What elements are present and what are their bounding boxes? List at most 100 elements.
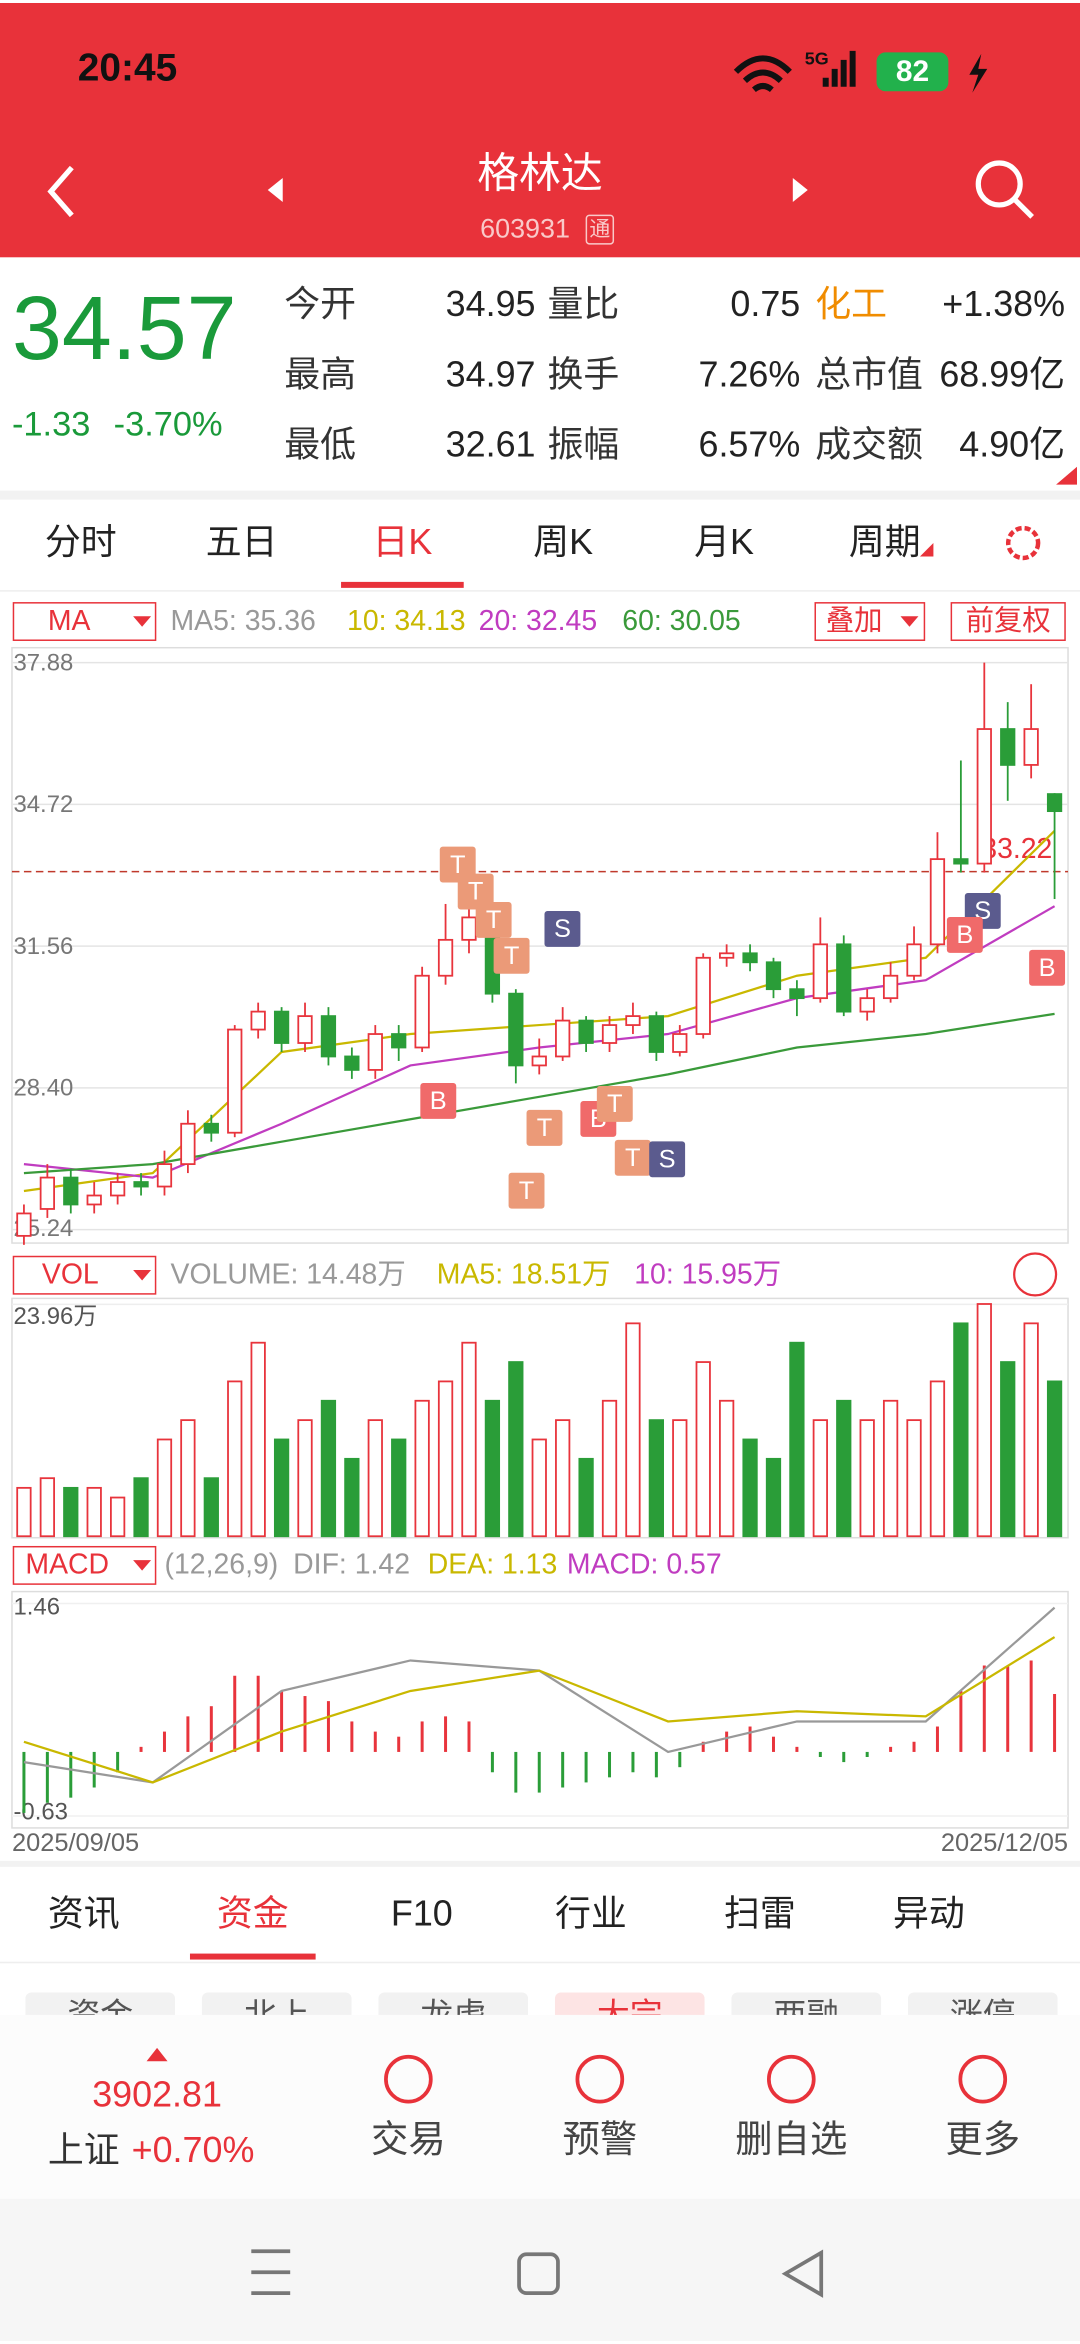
chip-label: 大宗 — [597, 1997, 663, 2034]
action-icon[interactable] — [766, 2054, 816, 2104]
candle-body — [16, 1212, 32, 1237]
candle-body — [1000, 728, 1016, 766]
expand-icon[interactable] — [1013, 1252, 1058, 1297]
dea: DEA: 1.13 — [428, 1549, 557, 1581]
action-icon[interactable] — [575, 2054, 625, 2104]
nav-home[interactable] — [517, 2252, 560, 2296]
signal: B — [956, 921, 973, 949]
candle-body — [344, 1055, 360, 1071]
volume-bar — [742, 1438, 758, 1538]
reference-label: 33.22 — [981, 833, 1052, 865]
prev-stock[interactable] — [267, 178, 283, 202]
bottom-tab[interactable]: 扫雷 — [724, 1894, 796, 1934]
action-label[interactable]: 交易 — [371, 2118, 446, 2160]
period-tabs: 分时 五日 日K 周K 月K 周期 — [45, 522, 934, 588]
candle-body — [203, 1122, 219, 1134]
volume-bar — [601, 1399, 618, 1538]
stat-label: 今开 — [284, 284, 356, 324]
macd-select[interactable] — [12, 1545, 157, 1585]
candle-body — [109, 1181, 126, 1197]
bottom-tab[interactable]: F10 — [391, 1894, 453, 1934]
volume-bar — [625, 1322, 641, 1538]
overlay-button[interactable] — [814, 602, 926, 641]
bottom-tab[interactable]: 异动 — [893, 1894, 965, 1934]
bottom-tab[interactable]: 行业 — [555, 1894, 627, 1934]
tab[interactable]: 五日 — [206, 522, 278, 562]
chip — [25, 1992, 176, 2017]
search-icon[interactable] — [975, 160, 1023, 208]
signal-box — [508, 1172, 545, 1209]
dropdown — [133, 616, 152, 627]
volume-bar — [39, 1477, 55, 1538]
index-value: 3902.81 — [92, 2075, 222, 2115]
signal: S — [659, 1146, 676, 1174]
dropdown — [900, 616, 919, 627]
signal-box — [649, 1141, 686, 1178]
macd-frame — [11, 1590, 1069, 1829]
candle-body — [367, 1033, 383, 1071]
tab[interactable]: 月K — [694, 522, 754, 562]
stat-label: 最低 — [284, 425, 356, 465]
chip — [731, 1992, 882, 2017]
stat-value: 4.90亿 — [959, 425, 1065, 465]
candle-body — [297, 1015, 313, 1044]
next-stock[interactable] — [792, 178, 808, 202]
action-icon[interactable] — [384, 2054, 433, 2104]
action-label[interactable]: 删自选 — [735, 2118, 847, 2160]
volume-bar — [578, 1457, 594, 1538]
candle-body — [812, 943, 828, 1000]
macd-params: (12,26,9) — [165, 1549, 279, 1581]
candle-body — [625, 1015, 641, 1026]
change-pct: -3.70% — [114, 405, 223, 443]
ma-select[interactable] — [12, 602, 157, 641]
status-time: 20:45 — [78, 47, 177, 90]
volume-bar — [16, 1486, 32, 1538]
action-label[interactable]: 预警 — [562, 2118, 637, 2160]
action-icon[interactable] — [958, 2054, 1008, 2104]
candle-body — [391, 1033, 407, 1049]
signal: T — [486, 906, 502, 934]
volume: VOLUME: 14.48万 — [171, 1258, 406, 1290]
candle-body — [695, 956, 711, 1035]
tab[interactable]: 分时 — [45, 522, 117, 562]
macd-line — [23, 1636, 1056, 1784]
actions: 交易 预警 删自选 更多 — [371, 2054, 1020, 2160]
bottom-tab[interactable]: 资讯 — [48, 1894, 120, 1934]
volume-bar — [63, 1486, 79, 1538]
volume-bar — [133, 1477, 149, 1538]
action-label[interactable]: 更多 — [945, 2118, 1020, 2160]
adjust-button[interactable] — [950, 602, 1066, 641]
tab[interactable]: 周K — [533, 522, 593, 562]
candle-body — [437, 938, 454, 977]
macd-name: MACD — [25, 1549, 109, 1581]
volume-bar — [648, 1419, 664, 1538]
nav-back[interactable] — [781, 2249, 824, 2298]
signal: T — [607, 1090, 623, 1118]
battery — [876, 52, 949, 92]
signal: S — [554, 915, 571, 943]
stat-value: 68.99亿 — [939, 354, 1065, 394]
signal-box — [457, 873, 494, 910]
dropdown — [133, 1560, 152, 1571]
volume-bar — [719, 1399, 735, 1538]
volume-bar — [555, 1419, 571, 1538]
volume-bar — [156, 1438, 173, 1538]
ma-name: MA — [48, 605, 91, 637]
signal-box — [475, 902, 512, 938]
volume-bar — [414, 1399, 430, 1538]
volume-bar — [320, 1399, 337, 1538]
candle-body — [508, 992, 524, 1067]
back-button[interactable] — [47, 165, 74, 218]
ma-line — [23, 830, 1056, 1193]
nav-menu[interactable] — [251, 2249, 291, 2296]
settings-icon[interactable] — [1005, 525, 1041, 561]
y-tick-label: 28.40 — [13, 1075, 73, 1102]
tab[interactable]: 周期 — [849, 522, 921, 562]
vol-select[interactable] — [12, 1255, 157, 1295]
stat-value: 0.75 — [730, 284, 800, 324]
candle-body — [320, 1015, 337, 1058]
badge: 通 — [589, 218, 610, 241]
tab[interactable]: 日K — [372, 522, 432, 562]
bottom-tab[interactable]: 资金 — [217, 1894, 289, 1934]
